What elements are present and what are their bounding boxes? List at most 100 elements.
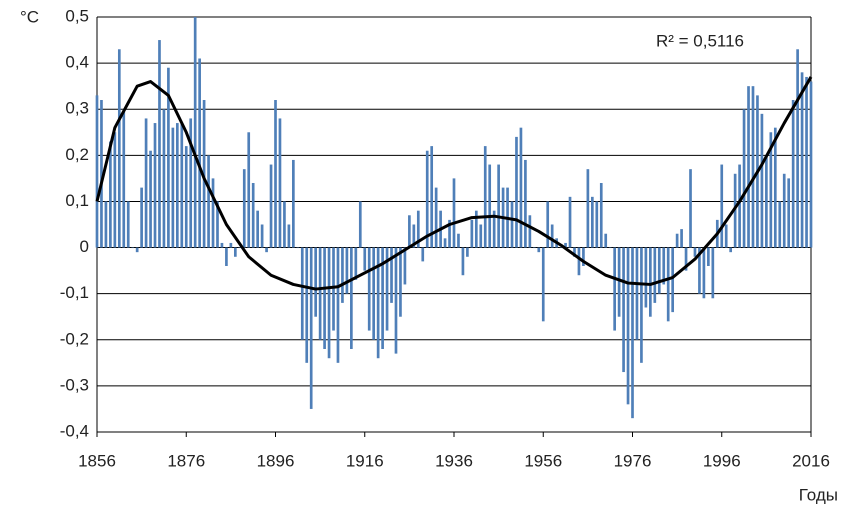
bar xyxy=(229,242,233,248)
bar xyxy=(760,113,764,248)
y-tick-label: 0,1 xyxy=(65,191,89,210)
y-tick-label: 0 xyxy=(80,237,89,256)
bar xyxy=(564,242,567,248)
bar xyxy=(805,76,808,248)
bar xyxy=(497,164,500,248)
bar xyxy=(283,201,286,248)
bar xyxy=(153,123,157,248)
annotation: R² = 0,5116 xyxy=(656,31,744,50)
bar xyxy=(260,224,264,248)
bar xyxy=(184,146,188,248)
bar xyxy=(765,155,768,248)
bar xyxy=(470,219,474,248)
bar xyxy=(640,247,643,363)
bar xyxy=(662,247,666,285)
bar xyxy=(336,247,340,363)
bar xyxy=(443,238,447,248)
bar xyxy=(608,247,612,249)
bar xyxy=(399,247,402,317)
bar xyxy=(528,215,532,248)
bar xyxy=(595,201,599,248)
bar xyxy=(550,224,554,248)
bar xyxy=(95,95,99,248)
bar xyxy=(693,247,697,257)
y-tick-label: 0,3 xyxy=(65,99,89,118)
bar xyxy=(193,17,197,248)
bar xyxy=(216,201,219,248)
bar xyxy=(698,247,701,294)
bar xyxy=(622,247,625,373)
bar xyxy=(733,173,737,248)
bar xyxy=(403,247,407,285)
bar xyxy=(269,164,273,248)
bar xyxy=(666,247,670,322)
bar xyxy=(671,247,675,313)
bar xyxy=(519,127,523,248)
bar xyxy=(135,247,139,253)
bar xyxy=(573,247,576,257)
bar xyxy=(787,178,791,248)
bar xyxy=(483,146,487,248)
bar xyxy=(175,123,179,248)
bar xyxy=(546,201,550,248)
bar xyxy=(452,178,456,248)
bar xyxy=(631,247,634,419)
bar xyxy=(559,247,563,249)
bar xyxy=(702,247,706,299)
bar xyxy=(599,183,603,248)
bar xyxy=(604,233,608,248)
bar xyxy=(256,210,259,248)
bar xyxy=(412,224,416,248)
bar xyxy=(626,247,630,405)
bar xyxy=(247,132,251,248)
bar xyxy=(292,159,295,248)
bar xyxy=(100,100,103,248)
bar xyxy=(461,247,465,276)
x-axis-label: Годы xyxy=(799,485,838,504)
bar xyxy=(430,146,434,248)
bar xyxy=(300,247,304,340)
bar xyxy=(265,247,268,253)
bar xyxy=(385,247,389,331)
bar xyxy=(492,210,496,248)
bar xyxy=(296,247,300,249)
bar xyxy=(684,247,688,271)
bar xyxy=(510,201,514,248)
y-tick-label: -0,3 xyxy=(60,375,89,394)
bar xyxy=(167,67,170,248)
bar xyxy=(309,247,313,409)
bar xyxy=(590,196,594,248)
bar xyxy=(689,169,692,248)
bar xyxy=(207,155,210,248)
x-tick-label: 1896 xyxy=(257,451,295,470)
bar xyxy=(126,201,130,248)
bar xyxy=(376,247,380,359)
bar xyxy=(617,247,621,317)
bar xyxy=(144,118,148,248)
bar xyxy=(586,169,590,248)
bar xyxy=(408,215,411,248)
bar xyxy=(202,100,206,248)
y-tick-label: 0,2 xyxy=(65,145,89,164)
bar xyxy=(457,233,460,248)
bar xyxy=(381,247,384,349)
bar xyxy=(211,178,215,248)
bar xyxy=(358,201,362,248)
bar xyxy=(791,100,795,248)
bar xyxy=(724,224,728,248)
bar xyxy=(332,247,335,331)
bar xyxy=(541,247,545,322)
bar xyxy=(180,123,184,248)
bar xyxy=(738,164,741,248)
bar xyxy=(809,81,813,248)
bar xyxy=(675,233,679,248)
x-tick-label: 1856 xyxy=(78,451,116,470)
bar xyxy=(488,164,492,248)
bar xyxy=(109,141,112,248)
y-tick-label: -0,2 xyxy=(60,329,89,348)
bar xyxy=(773,127,777,248)
bar xyxy=(305,247,309,363)
bar xyxy=(653,247,657,303)
x-tick-label: 1976 xyxy=(614,451,652,470)
bar xyxy=(466,247,469,257)
